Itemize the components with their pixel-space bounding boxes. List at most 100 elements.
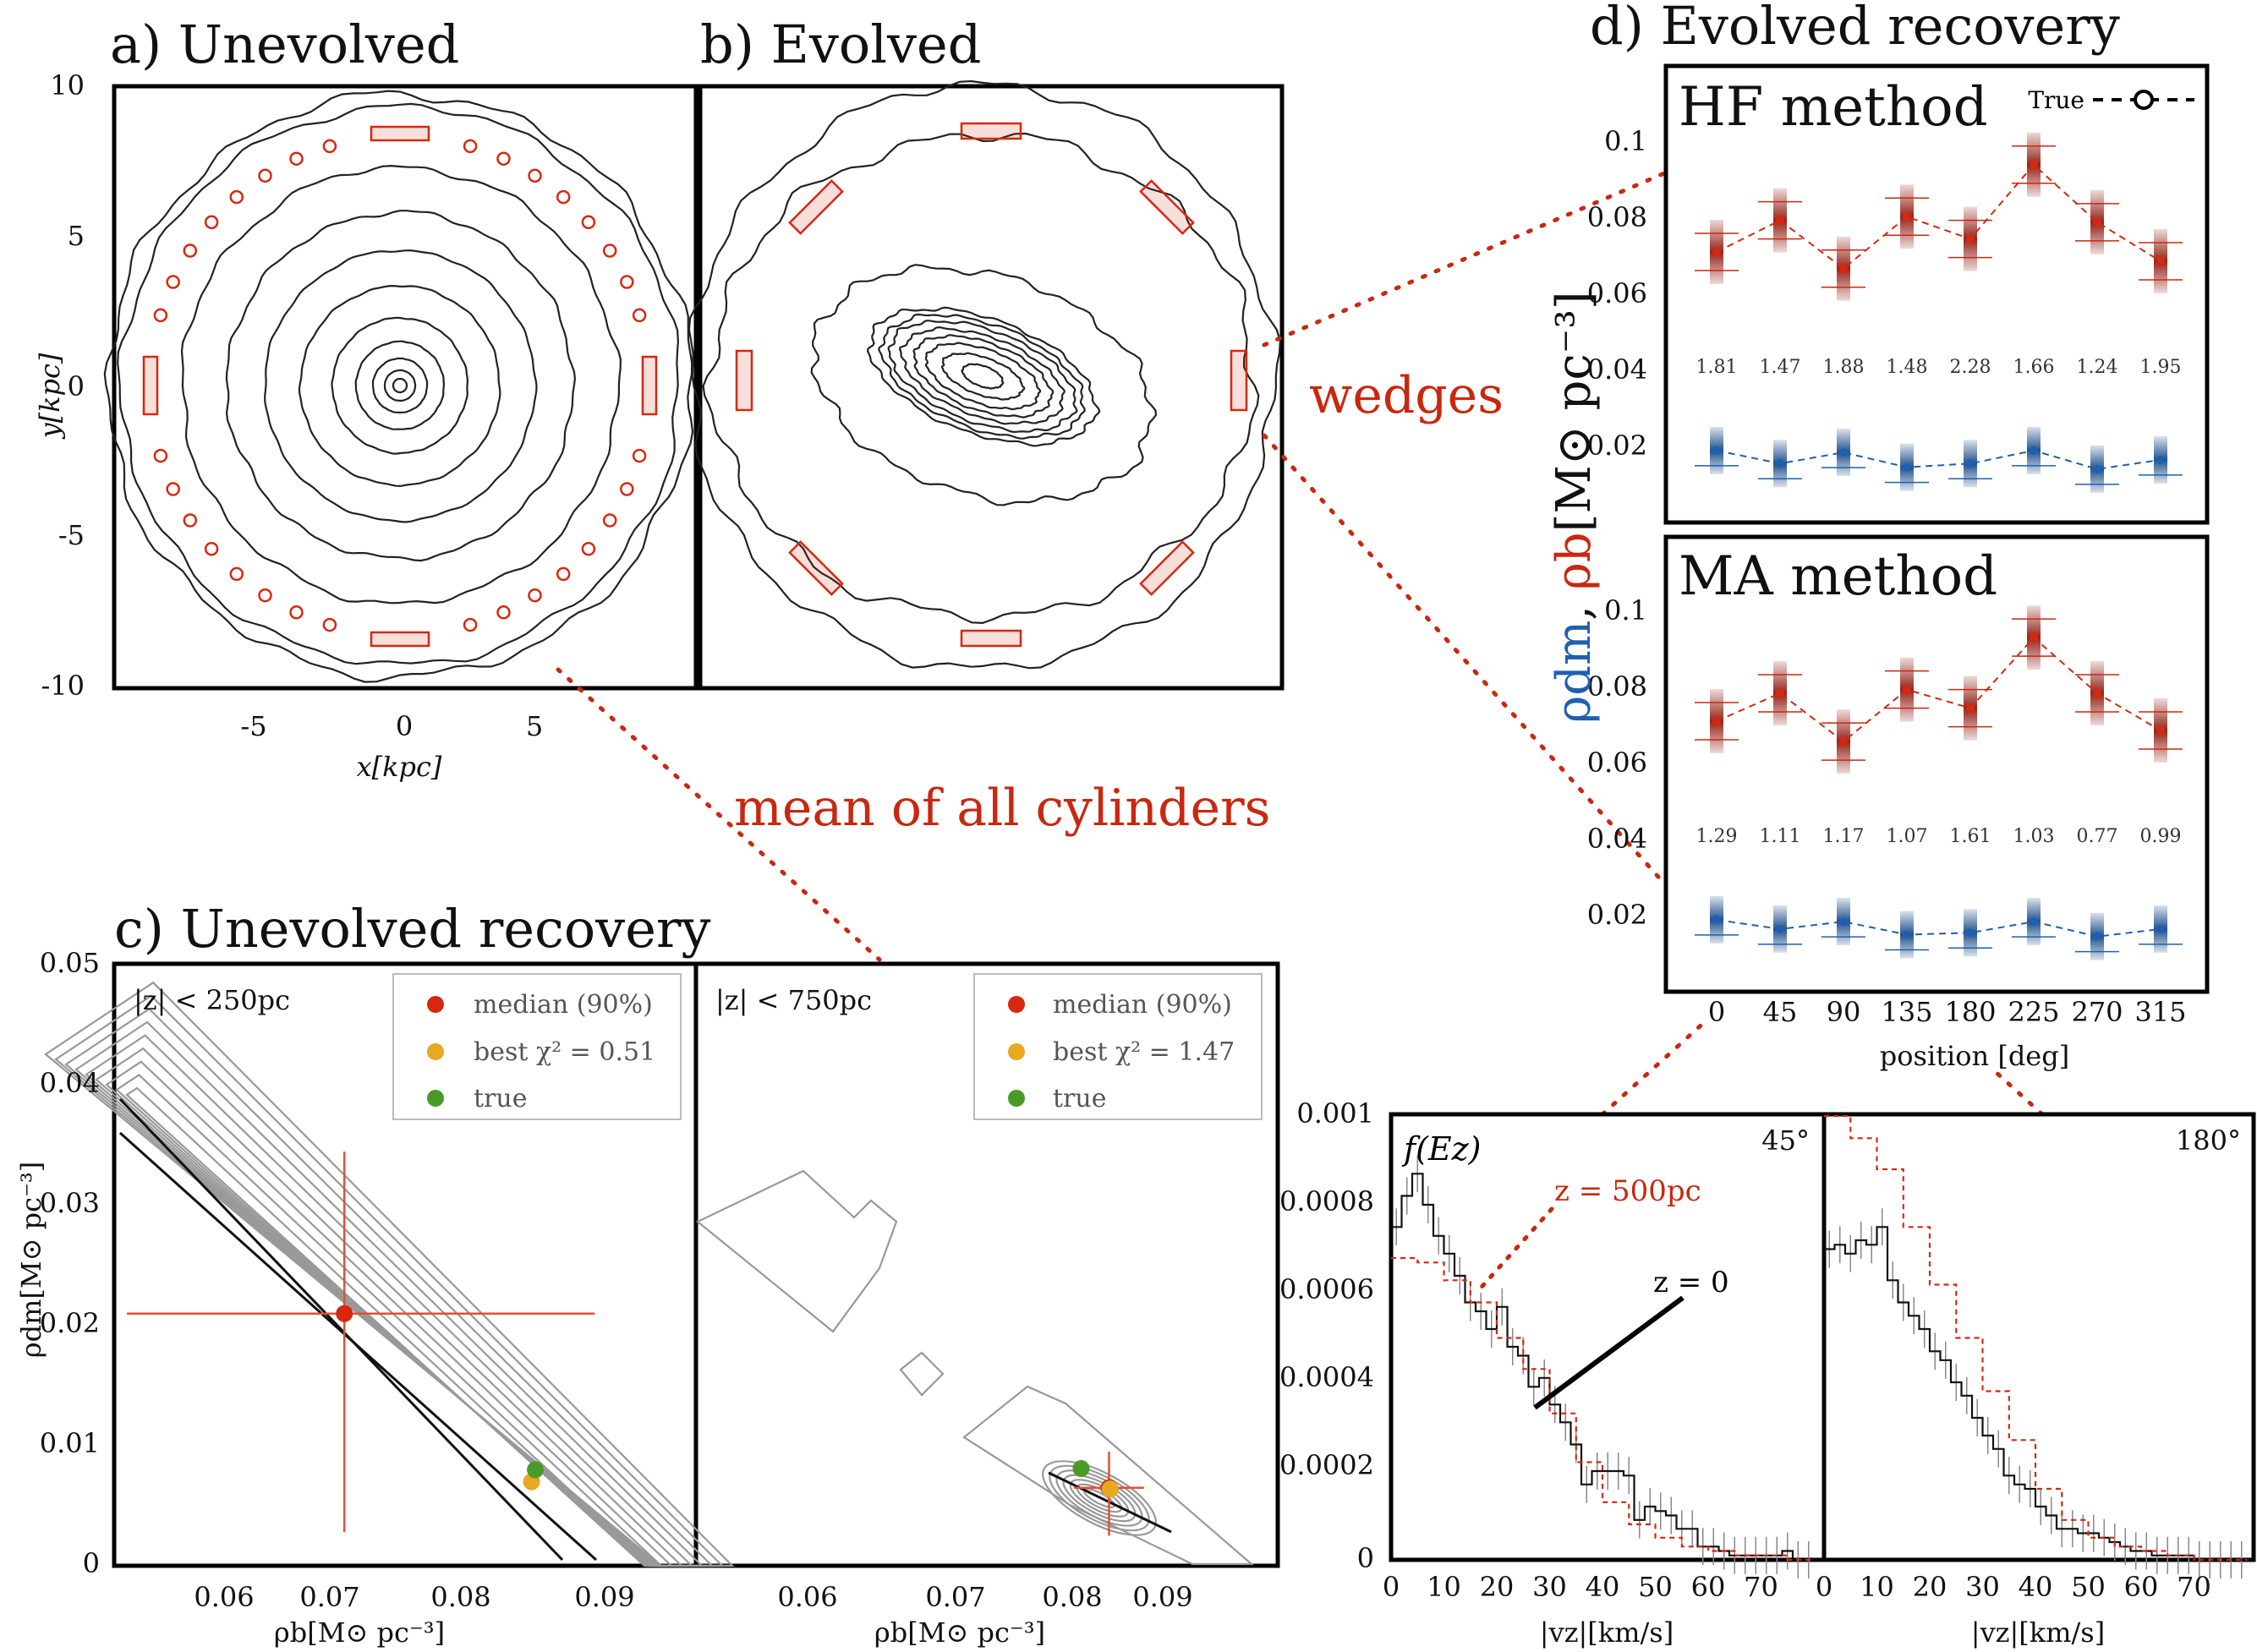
c-left-marks xyxy=(126,1151,595,1533)
b-point xyxy=(1776,216,1784,225)
ma-ytick-0.06: 0.06 xyxy=(1587,747,1647,779)
true-legend-marker xyxy=(2093,90,2194,110)
c-left-legend: median (90%) best χ² = 0.51 true xyxy=(392,973,682,1120)
a-ylabel: y[kpc] xyxy=(34,353,66,440)
hf-ytick-0.02: 0.02 xyxy=(1587,429,1647,462)
ma-ytick-0.04: 0.04 xyxy=(1587,823,1647,855)
d-xticks: 0 45 90 135 180 225 270 315 xyxy=(1708,996,2187,1028)
a-wedge-box xyxy=(641,355,658,416)
b-bar-contour xyxy=(961,363,1005,390)
c-ytick-0.04: 0.04 xyxy=(40,1067,100,1099)
b-wedge xyxy=(960,122,1022,140)
a-wedge xyxy=(370,125,430,142)
b-wedge-box xyxy=(960,122,1022,140)
c-left-xtick-0.07: 0.07 xyxy=(299,1581,359,1613)
e-right-xtick: 20 xyxy=(1913,1571,1947,1603)
e-right-xtick: 10 xyxy=(1860,1571,1894,1603)
e-right-xtick: 0 xyxy=(1816,1571,1832,1603)
true-legend-label: True xyxy=(2028,86,2084,114)
b-point xyxy=(1839,264,1848,273)
d-xlabel: position [deg] xyxy=(1880,1040,2069,1072)
b-contour-ring xyxy=(702,132,1260,625)
c-right-contour xyxy=(962,1385,1254,1566)
a-cylinder-marker xyxy=(153,448,168,463)
b-point xyxy=(1839,737,1848,747)
a-wedge xyxy=(142,355,159,416)
e-left-xtick: 10 xyxy=(1427,1571,1461,1603)
a-cylinder-marker xyxy=(620,482,634,496)
c-left-leg-best: best χ² = 0.51 xyxy=(474,1037,655,1067)
c-right-xtick-0.08: 0.08 xyxy=(1042,1581,1102,1613)
ma-ytick-0.1: 0.1 xyxy=(1604,594,1647,626)
dm-point xyxy=(1966,928,1975,938)
panel-a-frame xyxy=(112,84,698,691)
a-cylinder-marker xyxy=(153,308,168,323)
e-right-xtick: 40 xyxy=(2019,1571,2053,1603)
e-z500-pointer xyxy=(1473,1206,1554,1296)
chi2-value: 1.88 xyxy=(1823,357,1865,378)
b-point xyxy=(1966,234,1975,243)
chi2-value: 1.81 xyxy=(1696,357,1738,378)
a-contour-ring xyxy=(392,377,408,394)
b-wedge xyxy=(1139,540,1195,596)
e-left-xlabel: |vz|[km/s] xyxy=(1540,1616,1674,1649)
chi2-value: 1.24 xyxy=(2077,357,2118,378)
c-left-degeneracy-line xyxy=(118,1131,598,1562)
hf-ytick-0.04: 0.04 xyxy=(1587,353,1647,386)
e-left-angle: 45° xyxy=(1761,1124,1810,1157)
panel-a: a) Unevolved 10 5 0 -5 -10 -5 0 5 x[kpc]… xyxy=(34,14,698,783)
angle45-leader xyxy=(1600,1016,1711,1117)
e-right-xtick: 50 xyxy=(2071,1571,2106,1603)
a-contour-ring xyxy=(354,340,445,430)
d-xtick: 270 xyxy=(2071,996,2123,1028)
a-cylinder-marker xyxy=(229,566,244,582)
dm-point xyxy=(2156,924,2165,933)
hf-method-label: HF method xyxy=(1679,76,1988,139)
z500-histogram xyxy=(1391,1256,1814,1562)
chi2-value: 0.99 xyxy=(2140,826,2182,847)
wedge-leader-bottom xyxy=(1262,433,1667,886)
c-right-marks xyxy=(1072,1452,1144,1536)
a-wedge-box xyxy=(370,631,430,648)
a-wedge-box xyxy=(142,355,159,416)
c-left-contour xyxy=(44,981,735,1567)
dm-point xyxy=(1776,459,1784,468)
mean-label: mean of all cylinders xyxy=(734,779,1270,838)
a-cylinder-marker xyxy=(602,513,617,528)
d-xtick: 90 xyxy=(1827,996,1861,1028)
a-cylinder-marker xyxy=(528,168,542,183)
c-right-xtick-0.09: 0.09 xyxy=(1132,1581,1192,1613)
dm-point xyxy=(2156,455,2165,464)
e-left-xtick: 60 xyxy=(1691,1571,1726,1603)
c-right-leg-best: best χ² = 1.47 xyxy=(1053,1037,1235,1067)
annotations: wedges mean of all cylinders xyxy=(556,171,2045,1117)
c-right-xtick-0.07: 0.07 xyxy=(925,1581,985,1613)
b-wedge-box xyxy=(788,540,844,596)
e-right-xtick: 30 xyxy=(1965,1571,2000,1603)
b-wedge xyxy=(788,540,844,596)
c-right-legend: median (90%) best χ² = 1.47 true xyxy=(973,973,1263,1120)
b-point xyxy=(1966,703,1975,713)
a-cylinder-marker xyxy=(632,308,647,323)
a-ytick-m10: -10 xyxy=(41,670,85,702)
b-bar-contour xyxy=(940,352,1026,401)
ma-ytick-0.02: 0.02 xyxy=(1587,899,1647,931)
a-wedge xyxy=(370,631,430,648)
c-left-contour xyxy=(115,1074,664,1567)
d-xtick: 180 xyxy=(1944,996,1996,1028)
true-point xyxy=(1072,1459,1090,1477)
b-wedge-box xyxy=(960,629,1022,648)
a-cylinder-marker xyxy=(581,541,596,556)
e-right-angle: 180° xyxy=(2176,1124,2241,1157)
chi2-value: 2.28 xyxy=(1950,357,1991,378)
e-right-xtick: 60 xyxy=(2124,1571,2159,1603)
b-point xyxy=(1776,689,1784,698)
c-ytick-0.03: 0.03 xyxy=(40,1187,100,1219)
panel-c-right-frame xyxy=(693,961,1280,1568)
dm-point xyxy=(1839,448,1848,457)
c-left-xtick-0.06: 0.06 xyxy=(194,1581,254,1613)
chi2-value: 0.77 xyxy=(2077,826,2118,847)
a-ytick-0: 0 xyxy=(68,370,85,402)
a-contour-ring xyxy=(180,164,622,604)
